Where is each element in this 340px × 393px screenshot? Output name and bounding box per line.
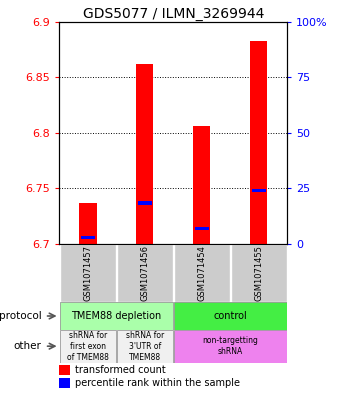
Text: non-targetting
shRNA: non-targetting shRNA — [202, 336, 258, 356]
Bar — [193, 126, 210, 244]
Text: TMEM88 depletion: TMEM88 depletion — [71, 311, 162, 321]
Bar — [195, 227, 209, 230]
Bar — [174, 302, 287, 330]
Text: GSM1071457: GSM1071457 — [84, 245, 92, 301]
Bar — [80, 203, 97, 244]
Text: shRNA for
3'UTR of
TMEM88: shRNA for 3'UTR of TMEM88 — [126, 331, 164, 362]
Bar — [138, 201, 152, 204]
Bar — [231, 244, 287, 302]
Bar — [59, 365, 70, 375]
Text: shRNA for
first exon
of TMEM88: shRNA for first exon of TMEM88 — [67, 331, 109, 362]
Bar — [60, 330, 116, 363]
Text: GSM1071455: GSM1071455 — [254, 245, 263, 301]
Bar — [174, 330, 287, 363]
Bar — [136, 64, 153, 244]
Text: percentile rank within the sample: percentile rank within the sample — [75, 378, 240, 388]
Bar — [59, 378, 70, 388]
Bar — [250, 40, 267, 244]
Text: other: other — [13, 341, 41, 351]
Title: GDS5077 / ILMN_3269944: GDS5077 / ILMN_3269944 — [83, 7, 264, 20]
Bar — [60, 244, 116, 302]
Bar — [81, 236, 95, 239]
Text: GSM1071456: GSM1071456 — [140, 245, 149, 301]
Text: control: control — [214, 311, 247, 321]
Bar — [174, 244, 230, 302]
Bar — [117, 244, 173, 302]
Text: protocol: protocol — [0, 311, 41, 321]
Bar — [117, 330, 173, 363]
Bar — [60, 302, 173, 330]
Text: transformed count: transformed count — [75, 365, 166, 375]
Text: GSM1071454: GSM1071454 — [198, 245, 206, 301]
Bar — [252, 189, 266, 192]
